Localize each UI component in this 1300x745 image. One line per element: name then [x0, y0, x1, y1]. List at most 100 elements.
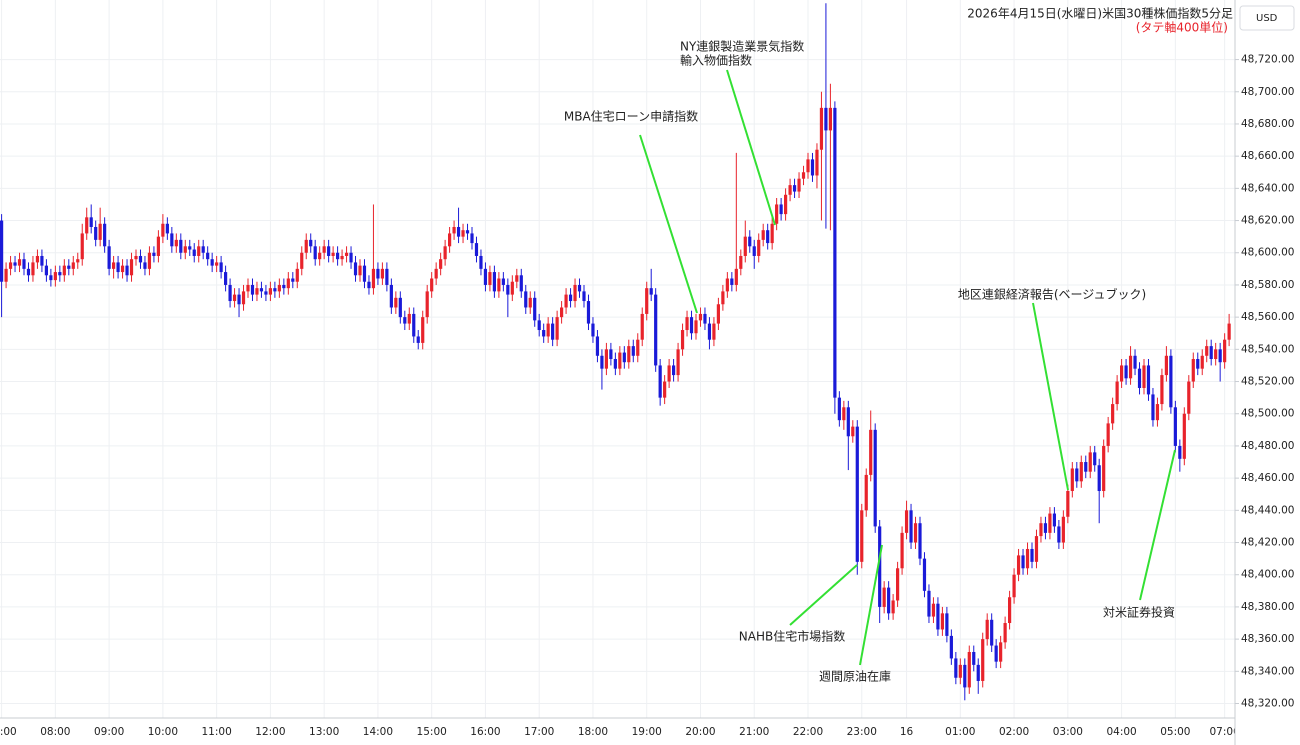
candle-body [143, 262, 147, 269]
candle-body [703, 313, 707, 324]
candle-body [1218, 349, 1222, 363]
candle-body [698, 313, 703, 321]
candle-body [241, 291, 246, 305]
annotation-label: 輸入物価指数 [680, 53, 752, 68]
annotation-line [859, 544, 883, 666]
candle-body [1025, 548, 1030, 569]
candle-body [537, 320, 541, 331]
candle-body [273, 288, 277, 292]
candle-body [376, 268, 380, 279]
candle-body [250, 284, 255, 295]
candle-body [555, 317, 559, 340]
y-tick-label: 48,560.00 [1241, 311, 1294, 323]
candle-body [725, 278, 729, 292]
candle-body [784, 194, 788, 215]
candle-body [13, 262, 17, 266]
candle-body [627, 346, 631, 363]
candle-body [1209, 346, 1213, 359]
candle-body [533, 297, 537, 321]
candle-body [676, 349, 680, 376]
x-tick-label: 11:00 [202, 726, 232, 738]
annotation-line [726, 69, 776, 226]
candle-body [519, 275, 523, 292]
candle-body [743, 236, 747, 256]
candle-body [622, 352, 626, 363]
candle-body [327, 246, 331, 256]
candle-body [85, 217, 89, 234]
x-tick-label: 20:00 [685, 726, 715, 738]
candle-body [1178, 445, 1182, 459]
x-tick-label: 05:00 [1160, 726, 1190, 738]
y-tick-label: 48,620.00 [1241, 215, 1294, 227]
candle-body [1182, 413, 1186, 459]
candle-body [770, 223, 774, 244]
candle-body [44, 265, 48, 276]
candle-body [125, 265, 129, 276]
candle-body [909, 510, 913, 543]
candle-body [1214, 349, 1218, 359]
candle-body [179, 239, 183, 253]
candle-body [228, 284, 232, 302]
candle-body [138, 255, 143, 263]
annotation-label: 対米証券投資 [1103, 605, 1175, 620]
candle-body [1079, 462, 1083, 482]
candle-body [999, 642, 1003, 662]
candle-body [259, 288, 264, 292]
candle-body [864, 474, 868, 511]
candle-body [103, 223, 107, 247]
candle-body [1191, 359, 1195, 382]
candle-body [972, 651, 976, 665]
candle-body [380, 268, 384, 279]
candle-body [940, 613, 944, 630]
candle-body [658, 365, 662, 398]
candle-body [22, 259, 26, 269]
candle-body [1227, 323, 1231, 340]
x-tick-label: 22:00 [793, 726, 823, 738]
candle-body [828, 107, 832, 131]
candle-body [694, 320, 698, 334]
currency-box[interactable] [1239, 5, 1295, 31]
candle-body [775, 204, 779, 224]
candle-body [1164, 355, 1168, 376]
candle-body [1115, 381, 1119, 405]
currency-label[interactable]: USD [1256, 13, 1278, 24]
candle-body [49, 275, 53, 281]
candle-body [878, 526, 882, 607]
x-tick-label: 16:00 [470, 726, 500, 738]
candle-body [958, 664, 962, 678]
candle-body [224, 272, 228, 285]
candle-body [582, 291, 586, 302]
candle-body [837, 397, 841, 421]
candle-body [586, 301, 591, 324]
candle-body [268, 288, 272, 295]
candle-body [62, 265, 66, 276]
candle-body [210, 259, 214, 266]
candle-body [331, 252, 335, 256]
candle-body [448, 233, 452, 247]
candle-body [17, 259, 22, 266]
candle-body [685, 317, 689, 331]
candle-body [237, 294, 241, 305]
candle-body [524, 291, 528, 308]
candle-body [439, 259, 443, 269]
candle-body [967, 651, 971, 688]
x-tick-label: 13:00 [309, 726, 339, 738]
candle-body [1021, 555, 1025, 569]
candle-body [1043, 523, 1048, 533]
candles [0, 3, 1231, 701]
candle-body [389, 284, 393, 308]
candle-body [188, 246, 192, 250]
candle-body [757, 239, 761, 256]
candle-body [197, 246, 201, 256]
candle-body [470, 233, 474, 244]
candle-body [1111, 404, 1115, 424]
candle-body [371, 268, 376, 289]
candle-body [116, 262, 120, 273]
candle-body [761, 230, 765, 240]
candle-body [680, 330, 685, 350]
candle-body [766, 230, 770, 244]
candle-body [730, 278, 734, 285]
grid [0, 0, 1235, 718]
x-tick-label: 02:00 [999, 726, 1029, 738]
annotation-line [639, 134, 698, 314]
